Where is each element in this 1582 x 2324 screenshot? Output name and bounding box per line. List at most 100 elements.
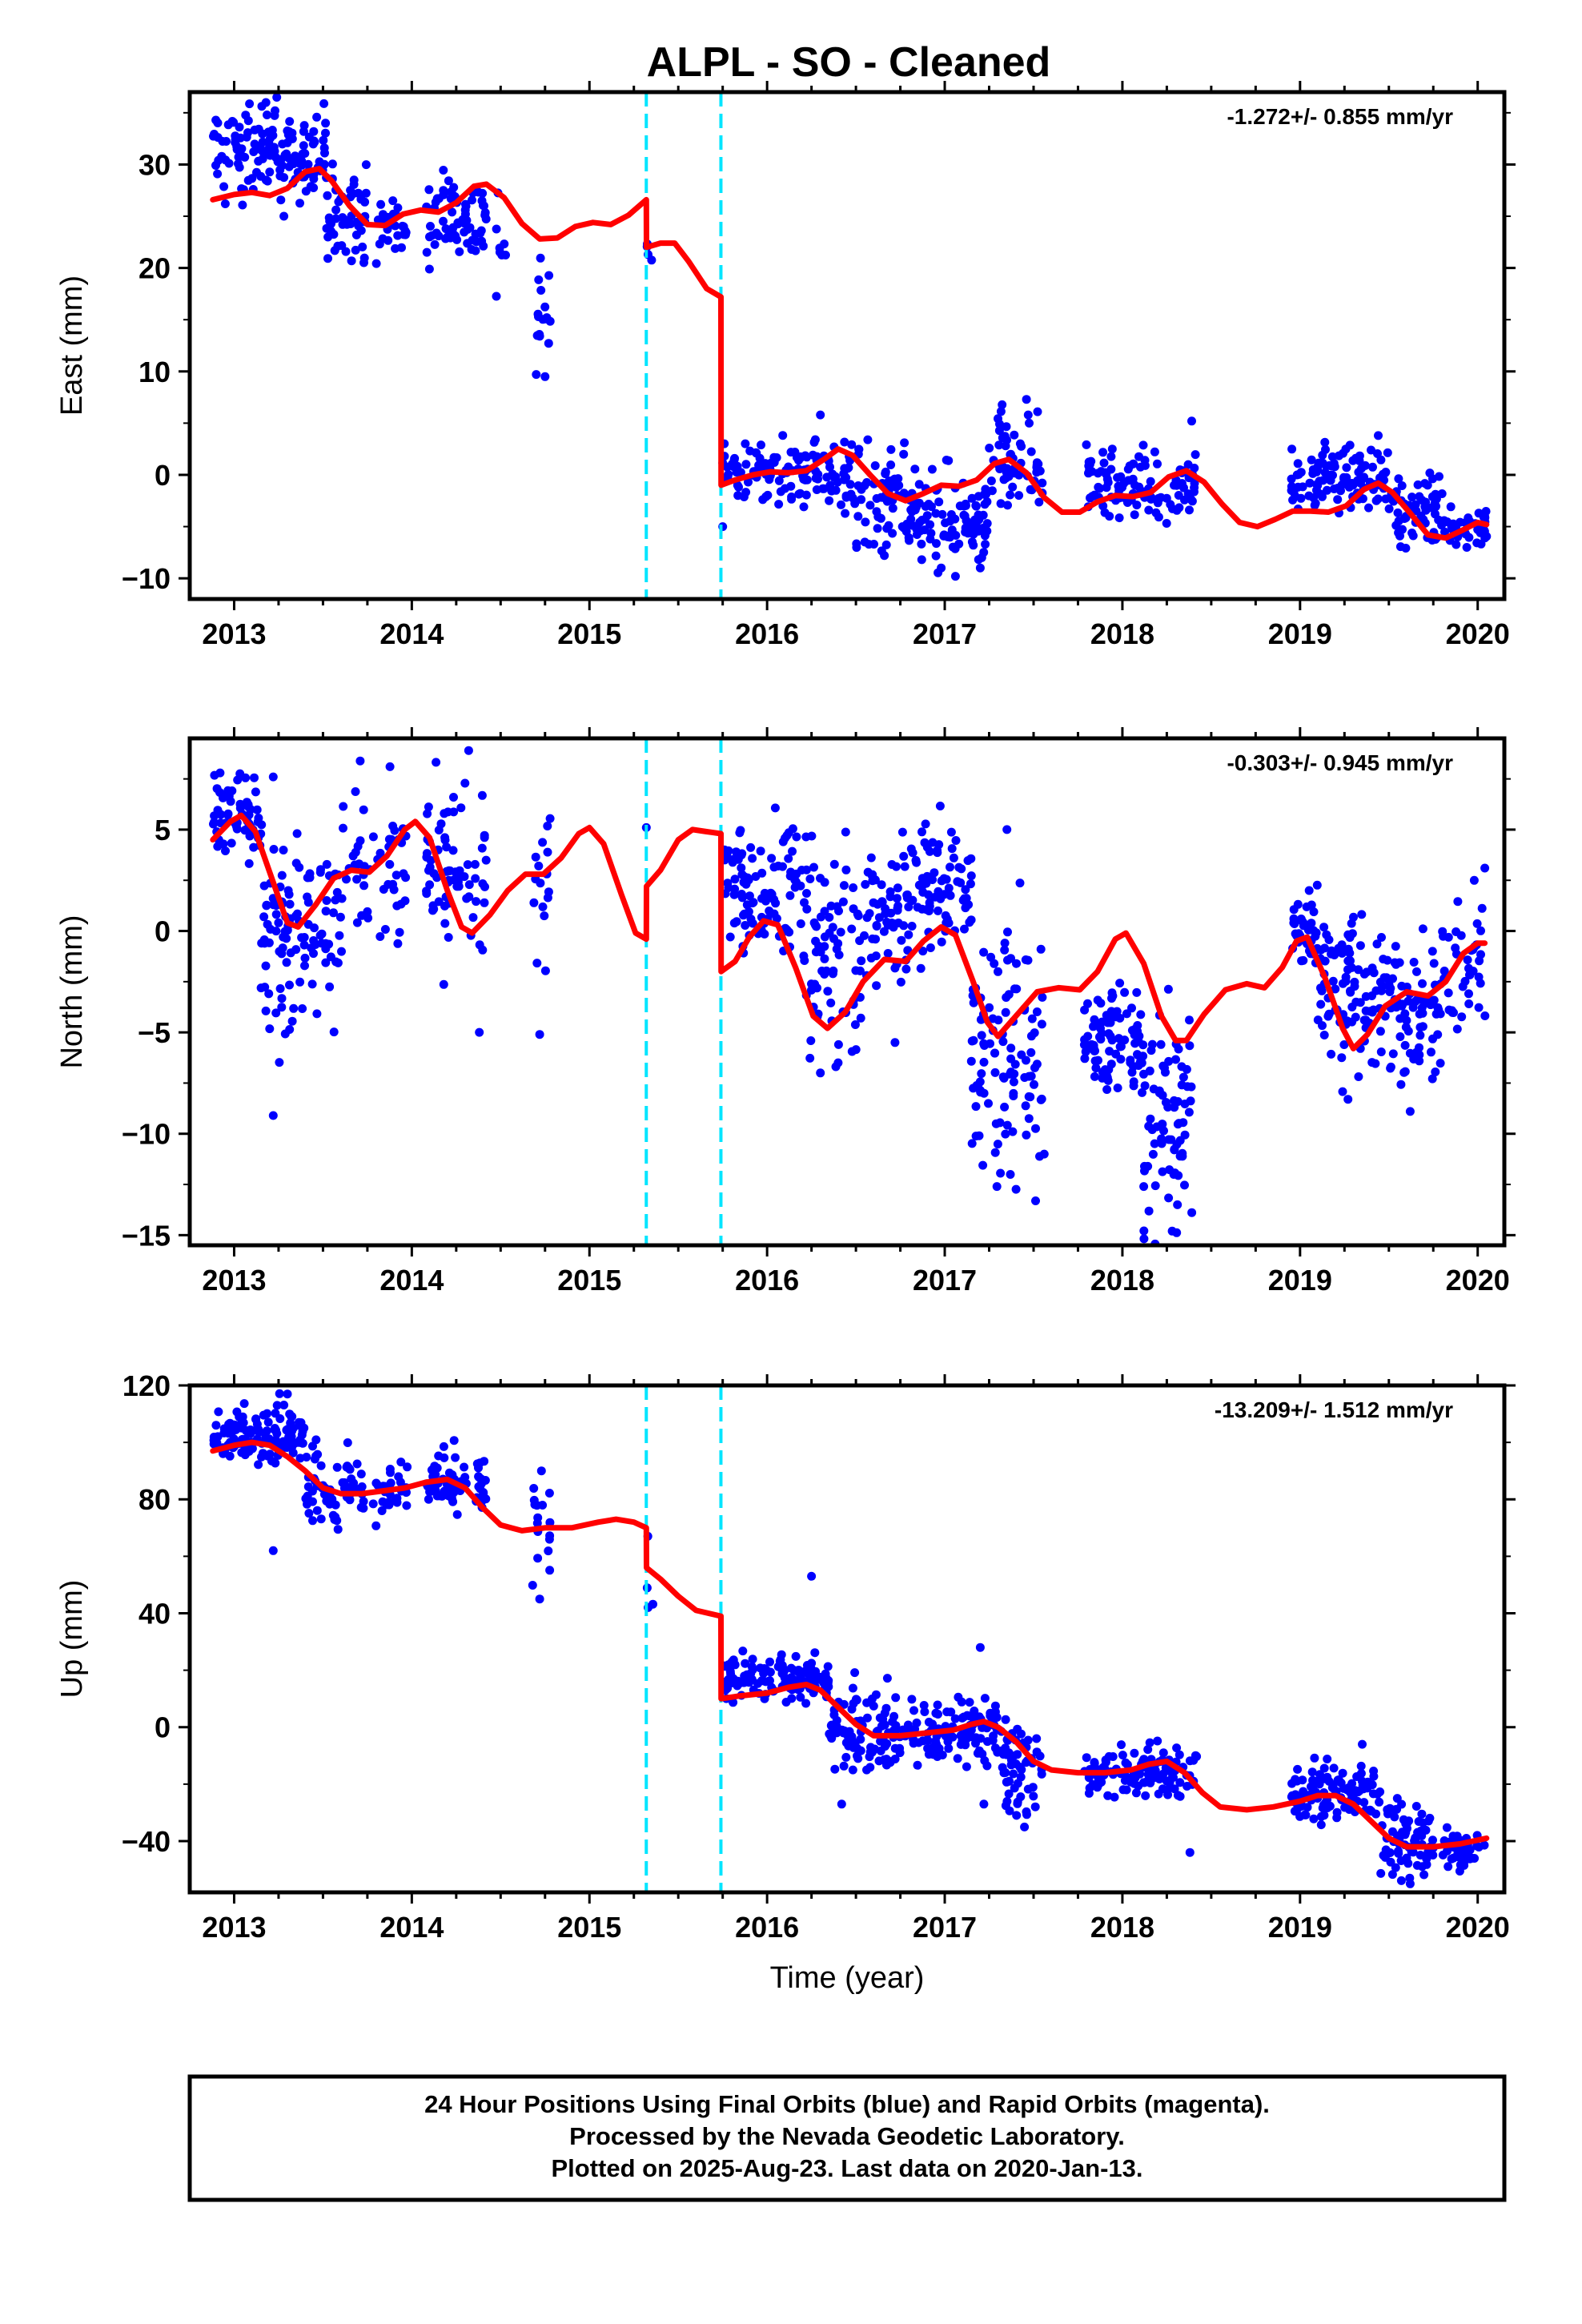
north-data-point	[1185, 1015, 1194, 1025]
east-data-point	[1106, 452, 1116, 461]
north-data-point	[1139, 1182, 1149, 1192]
north-data-point	[957, 864, 966, 874]
north-data-point	[477, 790, 487, 800]
east-data-point	[994, 426, 1004, 436]
east-data-point	[540, 372, 550, 381]
north-data-point	[1024, 1072, 1034, 1081]
north-data-point	[1115, 979, 1125, 988]
north-data-point	[1164, 1193, 1174, 1203]
east-data-point	[1318, 450, 1327, 460]
north-data-point	[350, 860, 359, 870]
north-data-point	[448, 846, 458, 855]
east-data-point	[323, 191, 332, 200]
north-data-point	[1418, 924, 1427, 934]
north-data-point	[892, 894, 901, 903]
east-data-point	[1187, 416, 1196, 426]
north-data-point	[1359, 1015, 1369, 1025]
up-data-point	[275, 1389, 284, 1398]
up-data-point	[895, 1748, 905, 1758]
east-data-point	[1439, 517, 1449, 526]
up-data-point	[992, 1713, 1002, 1722]
east-data-point	[848, 493, 857, 503]
north-data-point	[1324, 935, 1334, 944]
north-data-point	[1412, 995, 1422, 1005]
up-data-point	[287, 1412, 297, 1421]
up-data-point	[986, 1708, 995, 1718]
north-data-point	[967, 1139, 977, 1148]
north-data-point	[849, 904, 858, 914]
north-data-point	[460, 778, 470, 788]
north-y-tick-label: 5	[155, 814, 171, 846]
east-data-point	[1006, 490, 1015, 500]
north-data-point	[1433, 1003, 1443, 1012]
north-data-point	[312, 1009, 322, 1019]
north-data-point	[1149, 1084, 1158, 1094]
north-data-point	[1351, 997, 1361, 1007]
north-x-tick-label: 2015	[557, 1264, 621, 1297]
up-data-point	[1428, 1851, 1438, 1860]
east-data-point	[243, 175, 253, 185]
up-data-point	[1474, 1843, 1484, 1852]
north-data-point	[1036, 944, 1046, 954]
north-data-point	[745, 891, 754, 901]
north-data-point	[439, 979, 448, 989]
north-data-point	[834, 907, 843, 915]
up-data-point	[1397, 1830, 1407, 1839]
north-data-point	[282, 958, 291, 967]
up-data-point	[1022, 1810, 1031, 1819]
up-data-point	[1145, 1738, 1154, 1747]
east-data-point	[914, 480, 924, 489]
east-data-point	[1150, 447, 1159, 456]
north-data-point	[1317, 986, 1327, 995]
north-data-point	[1319, 923, 1329, 932]
north-data-point	[926, 943, 935, 952]
north-data-point	[1474, 972, 1484, 982]
north-data-point	[1403, 996, 1413, 1006]
north-data-point	[1397, 981, 1407, 991]
north-data-point	[440, 809, 449, 818]
up-data-point	[1117, 1740, 1126, 1750]
east-data-point	[479, 241, 488, 251]
up-data-point	[980, 1694, 990, 1703]
north-data-point	[1401, 1023, 1411, 1032]
north-data-point	[1177, 1062, 1186, 1072]
up-data-point	[472, 1459, 482, 1469]
up-data-point	[821, 1669, 830, 1679]
north-data-point	[1161, 1251, 1170, 1260]
north-data-point	[540, 966, 550, 975]
north-data-point	[300, 953, 310, 963]
up-x-tick-label: 2013	[202, 1911, 266, 1944]
north-data-point	[1361, 1006, 1371, 1015]
east-data-point	[242, 132, 251, 142]
north-data-point	[543, 822, 552, 830]
north-data-point	[480, 833, 489, 842]
east-data-point	[1333, 495, 1343, 505]
up-data-point	[268, 1546, 278, 1555]
north-data-point	[781, 834, 789, 843]
east-data-point	[448, 223, 458, 232]
north-data-point	[841, 827, 850, 837]
north-data-point	[877, 880, 886, 890]
up-data-point	[866, 1743, 875, 1752]
east-data-point	[1431, 489, 1440, 499]
up-data-point	[259, 1410, 268, 1420]
up-x-tick-label: 2014	[379, 1911, 444, 1944]
north-data-point	[1435, 1059, 1445, 1068]
east-data-point	[238, 200, 247, 210]
north-data-point	[1431, 1068, 1440, 1076]
north-data-point	[424, 866, 433, 875]
north-data-point	[969, 1084, 978, 1093]
north-data-point	[1180, 1180, 1189, 1190]
east-data-point	[942, 456, 951, 464]
north-data-point	[900, 862, 909, 871]
up-data-point	[962, 1762, 971, 1771]
east-data-point	[881, 468, 890, 478]
up-data-point	[263, 1434, 273, 1444]
up-data-point	[862, 1713, 872, 1723]
north-data-point	[359, 805, 368, 814]
north-data-point	[802, 904, 812, 914]
up-data-point	[1017, 1765, 1026, 1775]
east-data-point	[261, 98, 271, 107]
north-data-point	[1021, 1101, 1030, 1111]
up-data-point	[303, 1499, 311, 1509]
